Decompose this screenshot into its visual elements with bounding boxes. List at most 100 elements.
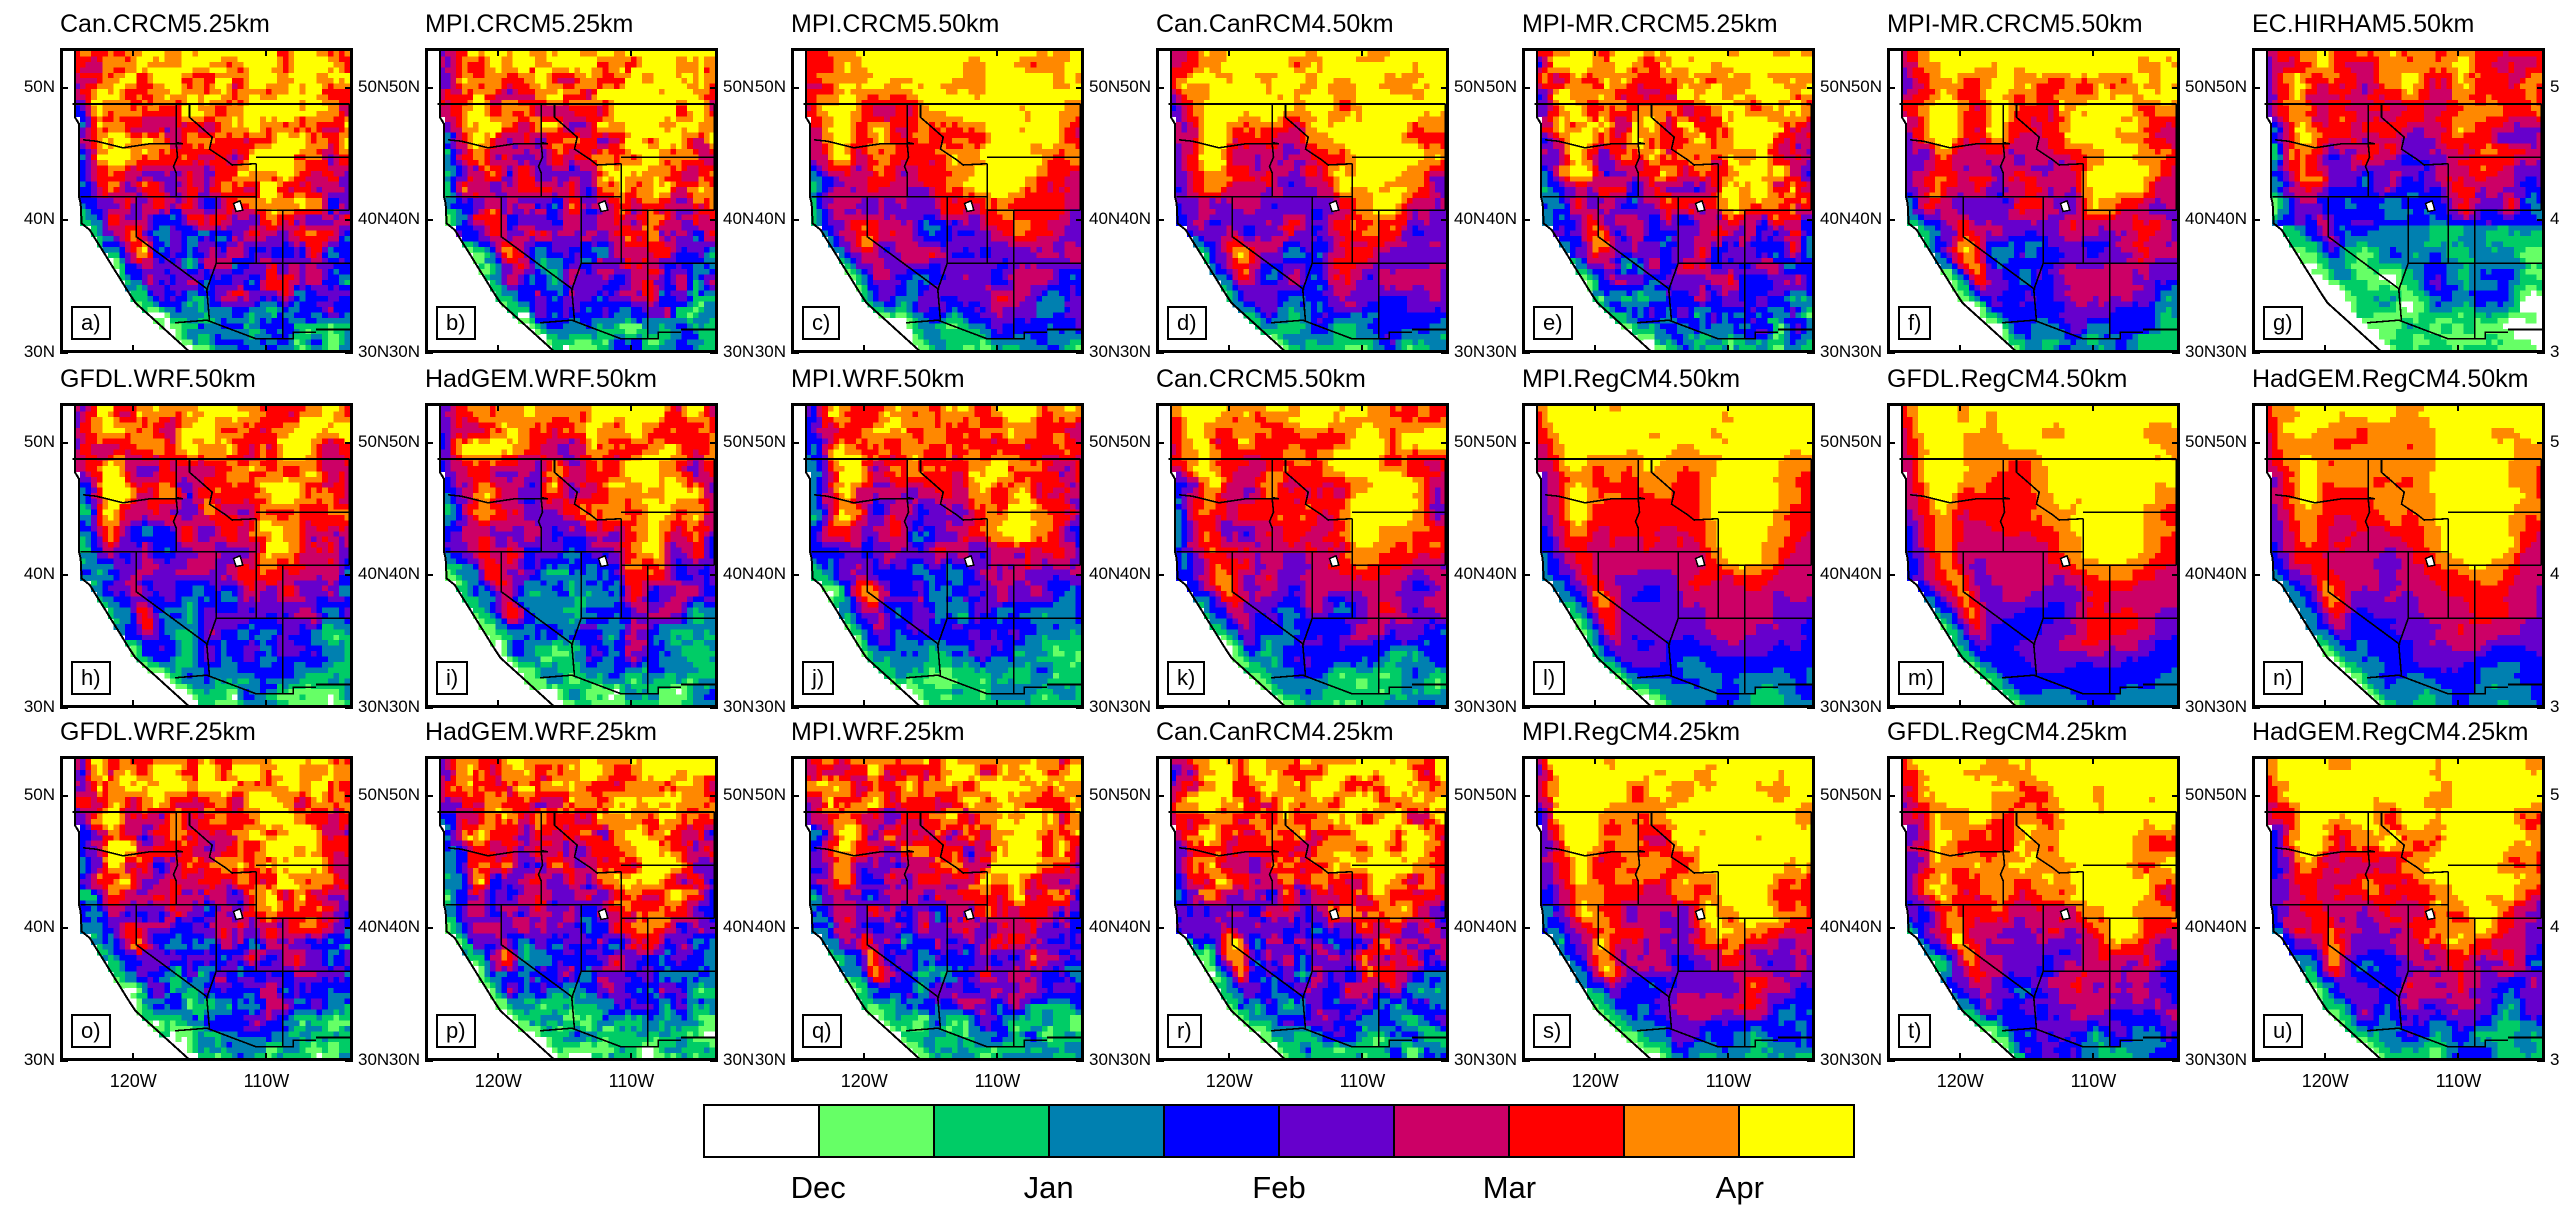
onset-cell — [630, 127, 638, 134]
onset-cell — [339, 301, 346, 308]
onset-cell — [91, 67, 98, 74]
onset-cell — [333, 279, 340, 286]
onset-cell — [175, 208, 182, 215]
onset-cell — [164, 225, 171, 232]
onset-cell — [715, 160, 718, 166]
onset-cell — [591, 121, 598, 128]
onset-cell — [546, 192, 553, 199]
onset-cell — [484, 187, 491, 194]
onset-cell — [670, 279, 677, 286]
onset-cell — [215, 279, 222, 286]
onset-cell — [322, 230, 329, 237]
onset-cell — [141, 127, 149, 134]
onset-cell — [186, 94, 194, 101]
onset-cell — [305, 268, 312, 275]
onset-cell — [591, 198, 598, 205]
onset-cell — [568, 154, 576, 161]
onset-cell — [136, 67, 143, 74]
onset-cell — [170, 78, 177, 85]
onset-cell — [170, 67, 177, 74]
onset-cell — [271, 89, 278, 96]
onset-cell — [322, 83, 329, 90]
onset-cell — [310, 78, 318, 85]
onset-cell — [529, 181, 536, 188]
onset-cell — [670, 257, 677, 265]
onset-cell — [102, 230, 109, 237]
onset-cell — [203, 94, 211, 101]
onset-cell — [277, 312, 284, 319]
onset-cell — [170, 51, 177, 58]
onset-cell — [653, 317, 660, 324]
onset-cell — [546, 312, 553, 319]
onset-cell — [260, 149, 267, 156]
onset-cell — [495, 105, 502, 112]
onset-cell — [282, 89, 289, 96]
onset-cell — [299, 219, 306, 226]
onset-cell — [444, 165, 452, 172]
onset-cell — [444, 61, 452, 68]
onset-cell — [237, 257, 244, 265]
onset-cell — [294, 110, 301, 117]
onset-cell — [642, 247, 649, 254]
onset-cell — [709, 83, 715, 90]
onset-cell — [186, 56, 194, 63]
onset-cell — [563, 312, 570, 319]
onset-cell — [591, 225, 598, 232]
onset-cell — [642, 132, 649, 139]
onset-cell — [350, 280, 353, 286]
onset-cell — [664, 198, 671, 205]
onset-cell — [339, 181, 346, 188]
onset-cell — [518, 165, 525, 172]
onset-cell — [551, 296, 559, 303]
onset-cell — [333, 187, 340, 194]
onset-cell — [215, 247, 222, 254]
onset-cell — [248, 198, 256, 205]
onset-cell — [181, 165, 188, 172]
onset-cell — [456, 203, 463, 210]
onset-cell — [501, 247, 508, 254]
onset-cell — [147, 127, 154, 134]
onset-cell — [535, 285, 542, 292]
onset-cell — [254, 252, 261, 259]
onset-cell — [681, 263, 688, 270]
onset-cell — [675, 208, 683, 215]
onset-cell — [659, 268, 666, 275]
onset-cell — [282, 339, 289, 346]
onset-cell — [237, 301, 244, 308]
onset-cell — [226, 192, 233, 199]
onset-cell — [186, 219, 194, 226]
onset-cell — [456, 72, 463, 79]
onset-cell — [305, 317, 312, 324]
onset-cell — [591, 296, 598, 303]
onset-cell — [164, 72, 171, 79]
onset-cell — [147, 290, 154, 297]
onset-cell — [692, 165, 700, 172]
onset-cell — [546, 83, 553, 90]
onset-cell — [96, 159, 104, 166]
onset-cell — [535, 306, 542, 314]
lat-tick — [345, 86, 353, 89]
onset-cell — [282, 192, 289, 199]
onset-cell — [91, 105, 98, 112]
onset-cell — [282, 225, 289, 232]
onset-cell — [136, 110, 143, 117]
onset-cell — [158, 61, 166, 68]
onset-cell — [664, 100, 671, 107]
onset-cell — [310, 61, 318, 68]
onset-cell — [506, 290, 514, 297]
onset-cell — [489, 208, 497, 215]
onset-cell — [181, 252, 188, 259]
panel-label: a) — [71, 306, 111, 340]
onset-cell — [659, 67, 666, 74]
onset-cell — [704, 247, 711, 254]
onset-cell — [518, 100, 525, 107]
onset-cell — [591, 317, 598, 324]
onset-cell — [260, 61, 267, 68]
onset-cell — [518, 170, 525, 177]
onset-cell — [551, 176, 559, 183]
onset-cell — [636, 274, 643, 281]
onset-cell — [597, 263, 604, 270]
onset-cell — [96, 110, 104, 117]
onset-cell — [546, 61, 553, 68]
onset-cell — [91, 100, 98, 107]
